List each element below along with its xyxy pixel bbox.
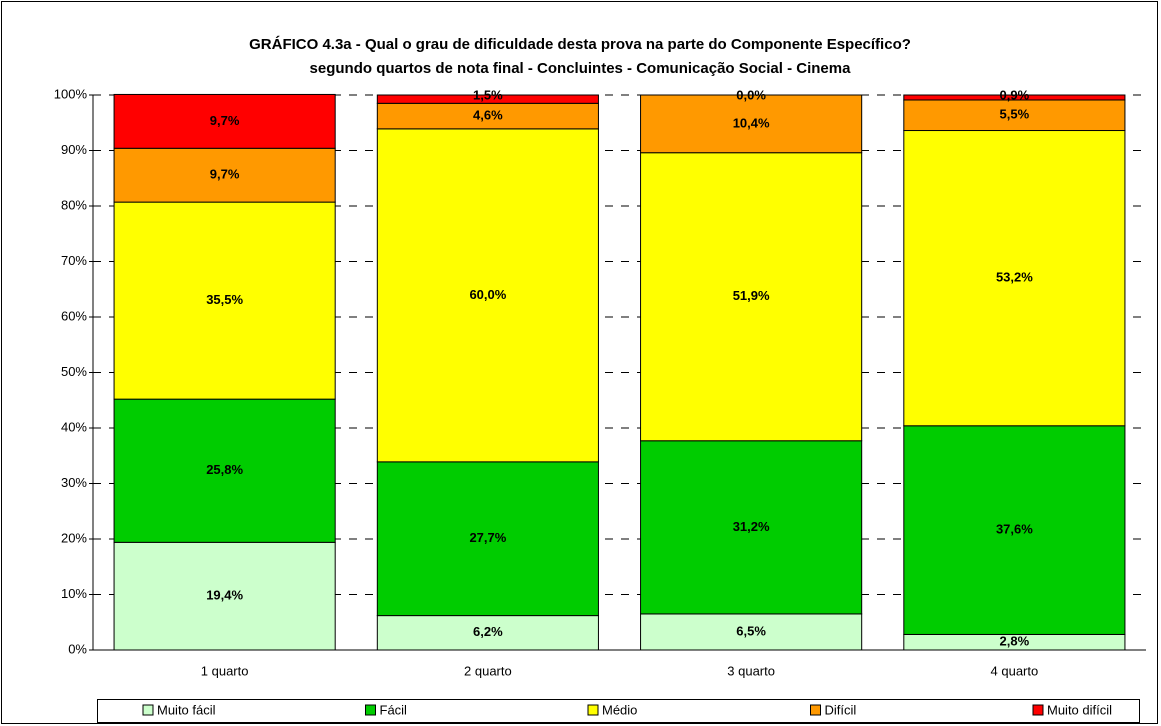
x-tick-label: 2 quarto <box>464 663 512 678</box>
data-label: 9,7% <box>210 167 240 182</box>
chart-title: GRÁFICO 4.3a - Qual o grau de dificuldad… <box>249 36 911 53</box>
bar-segment <box>640 613 863 651</box>
data-label: 53,2% <box>996 270 1033 285</box>
bar-segment <box>113 147 336 203</box>
data-label: 10,4% <box>733 115 770 130</box>
data-label: 19,4% <box>206 588 243 603</box>
data-label: 9,7% <box>210 113 240 128</box>
legend-label: Difícil <box>825 702 857 717</box>
legend-swatch <box>365 704 376 716</box>
y-tick-label: 100% <box>54 86 88 101</box>
data-label: 60,0% <box>469 287 506 302</box>
bar-segment <box>903 425 1126 635</box>
y-tick-label: 0% <box>68 641 87 656</box>
y-tick-label: 10% <box>61 586 87 601</box>
data-label: 51,9% <box>733 288 770 303</box>
data-label: 4,6% <box>473 108 503 123</box>
legend-box <box>97 699 1140 723</box>
y-tick-label: 60% <box>61 308 87 323</box>
legend-swatch <box>142 704 154 716</box>
bar-segment <box>113 398 336 543</box>
bar-segment <box>903 130 1126 427</box>
data-label: 0,0% <box>736 87 766 102</box>
bar-segment <box>113 93 336 149</box>
bar-segment <box>640 94 863 154</box>
legend-swatch <box>587 704 599 716</box>
x-tick-label: 1 quarto <box>201 663 249 678</box>
y-tick-label: 50% <box>61 364 87 379</box>
bar-segment <box>376 94 599 104</box>
data-label: 25,8% <box>206 462 243 477</box>
x-tick-label: 4 quarto <box>991 663 1039 678</box>
legend-swatch <box>1032 704 1044 716</box>
bar-segment <box>113 201 336 400</box>
y-tick-label: 90% <box>61 142 87 157</box>
bar-segment <box>640 152 863 442</box>
data-label: 0,9% <box>1000 87 1030 102</box>
data-label: 31,2% <box>733 519 770 534</box>
bar-segment <box>640 440 863 615</box>
chart-subtitle: segundo quartos de nota final - Concluin… <box>310 60 852 77</box>
legend-label: Muito fácil <box>157 702 216 717</box>
x-tick-label: 3 quarto <box>727 663 775 678</box>
bar-segment <box>376 128 599 463</box>
legend-label: Fácil <box>380 702 408 717</box>
data-label: 2,8% <box>1000 634 1030 649</box>
data-label: 37,6% <box>996 522 1033 537</box>
data-label: 35,5% <box>206 292 243 307</box>
bar-segment <box>903 94 1126 101</box>
data-label: 5,5% <box>1000 107 1030 122</box>
legend-label: Médio <box>602 702 637 717</box>
data-label: 1,5% <box>473 87 503 102</box>
y-tick-label: 30% <box>61 475 87 490</box>
bar-segment <box>376 615 599 651</box>
bar-segment <box>113 541 336 651</box>
data-label: 6,2% <box>473 624 503 639</box>
y-tick-label: 80% <box>61 197 87 212</box>
data-label: 27,7% <box>469 530 506 545</box>
bar-segment <box>376 102 599 130</box>
y-tick-label: 70% <box>61 253 87 268</box>
legend-swatch <box>810 704 821 716</box>
bar-segment <box>376 461 599 617</box>
y-tick-label: 20% <box>61 530 87 545</box>
y-tick-label: 40% <box>61 419 87 434</box>
data-label: 6,5% <box>736 623 766 638</box>
legend-label: Muito difícil <box>1047 702 1112 717</box>
